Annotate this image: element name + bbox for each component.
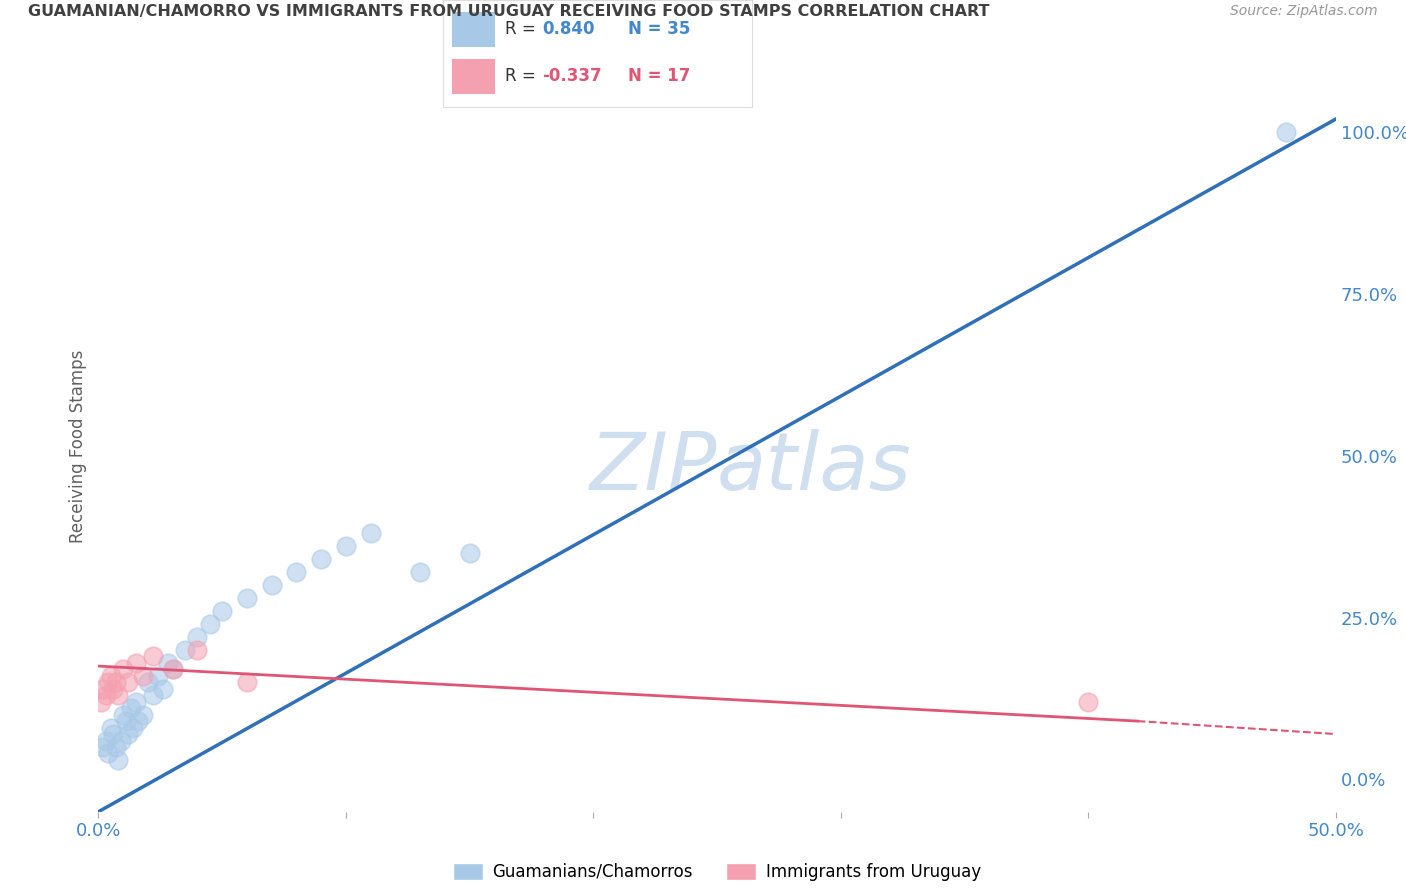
Point bbox=[162, 662, 184, 676]
Point bbox=[1077, 695, 1099, 709]
Point bbox=[112, 707, 135, 722]
Point bbox=[90, 695, 112, 709]
Point bbox=[93, 739, 115, 754]
Point bbox=[97, 675, 120, 690]
Point bbox=[360, 526, 382, 541]
Point bbox=[211, 604, 233, 618]
Point bbox=[124, 695, 146, 709]
Text: N = 17: N = 17 bbox=[628, 67, 690, 85]
Point bbox=[186, 630, 208, 644]
Point bbox=[103, 681, 125, 696]
Point bbox=[97, 747, 120, 761]
Point bbox=[236, 675, 259, 690]
Text: R =: R = bbox=[505, 67, 541, 85]
Text: N = 35: N = 35 bbox=[628, 20, 690, 37]
Text: GUAMANIAN/CHAMORRO VS IMMIGRANTS FROM URUGUAY RECEIVING FOOD STAMPS CORRELATION : GUAMANIAN/CHAMORRO VS IMMIGRANTS FROM UR… bbox=[28, 4, 990, 20]
Point bbox=[152, 681, 174, 696]
Bar bbox=[453, 12, 495, 47]
Point bbox=[132, 707, 155, 722]
Point bbox=[114, 714, 136, 728]
Point bbox=[156, 656, 179, 670]
Point bbox=[142, 649, 165, 664]
Point bbox=[142, 688, 165, 702]
Point bbox=[100, 721, 122, 735]
Point bbox=[127, 714, 149, 728]
Text: 0.840: 0.840 bbox=[541, 20, 595, 37]
Point bbox=[409, 566, 432, 580]
Text: ZIP: ZIP bbox=[589, 429, 717, 507]
Point bbox=[117, 675, 139, 690]
Legend: Guamanians/Chamorros, Immigrants from Uruguay: Guamanians/Chamorros, Immigrants from Ur… bbox=[446, 856, 988, 888]
Point bbox=[104, 675, 127, 690]
Text: Source: ZipAtlas.com: Source: ZipAtlas.com bbox=[1230, 4, 1378, 19]
Point bbox=[136, 675, 159, 690]
Point bbox=[1275, 125, 1298, 139]
Point bbox=[132, 669, 155, 683]
Point bbox=[94, 688, 117, 702]
Point bbox=[122, 721, 145, 735]
Point bbox=[309, 552, 332, 566]
Point bbox=[103, 727, 125, 741]
Point bbox=[260, 578, 283, 592]
Point bbox=[198, 617, 221, 632]
Text: atlas: atlas bbox=[717, 429, 912, 507]
Point bbox=[104, 739, 127, 754]
Point bbox=[162, 662, 184, 676]
Point bbox=[285, 566, 308, 580]
Y-axis label: Receiving Food Stamps: Receiving Food Stamps bbox=[69, 350, 87, 542]
Point bbox=[174, 643, 197, 657]
Point bbox=[124, 656, 146, 670]
Point bbox=[458, 546, 481, 560]
Point bbox=[112, 662, 135, 676]
Point bbox=[146, 669, 169, 683]
Point bbox=[100, 669, 122, 683]
Point bbox=[93, 681, 115, 696]
Point bbox=[186, 643, 208, 657]
Text: -0.337: -0.337 bbox=[541, 67, 602, 85]
Point bbox=[236, 591, 259, 606]
Point bbox=[107, 753, 129, 767]
Point bbox=[107, 688, 129, 702]
Point bbox=[335, 539, 357, 553]
Text: R =: R = bbox=[505, 20, 541, 37]
Point bbox=[94, 733, 117, 747]
Point bbox=[120, 701, 142, 715]
Point bbox=[117, 727, 139, 741]
Point bbox=[110, 733, 132, 747]
Bar bbox=[453, 59, 495, 95]
